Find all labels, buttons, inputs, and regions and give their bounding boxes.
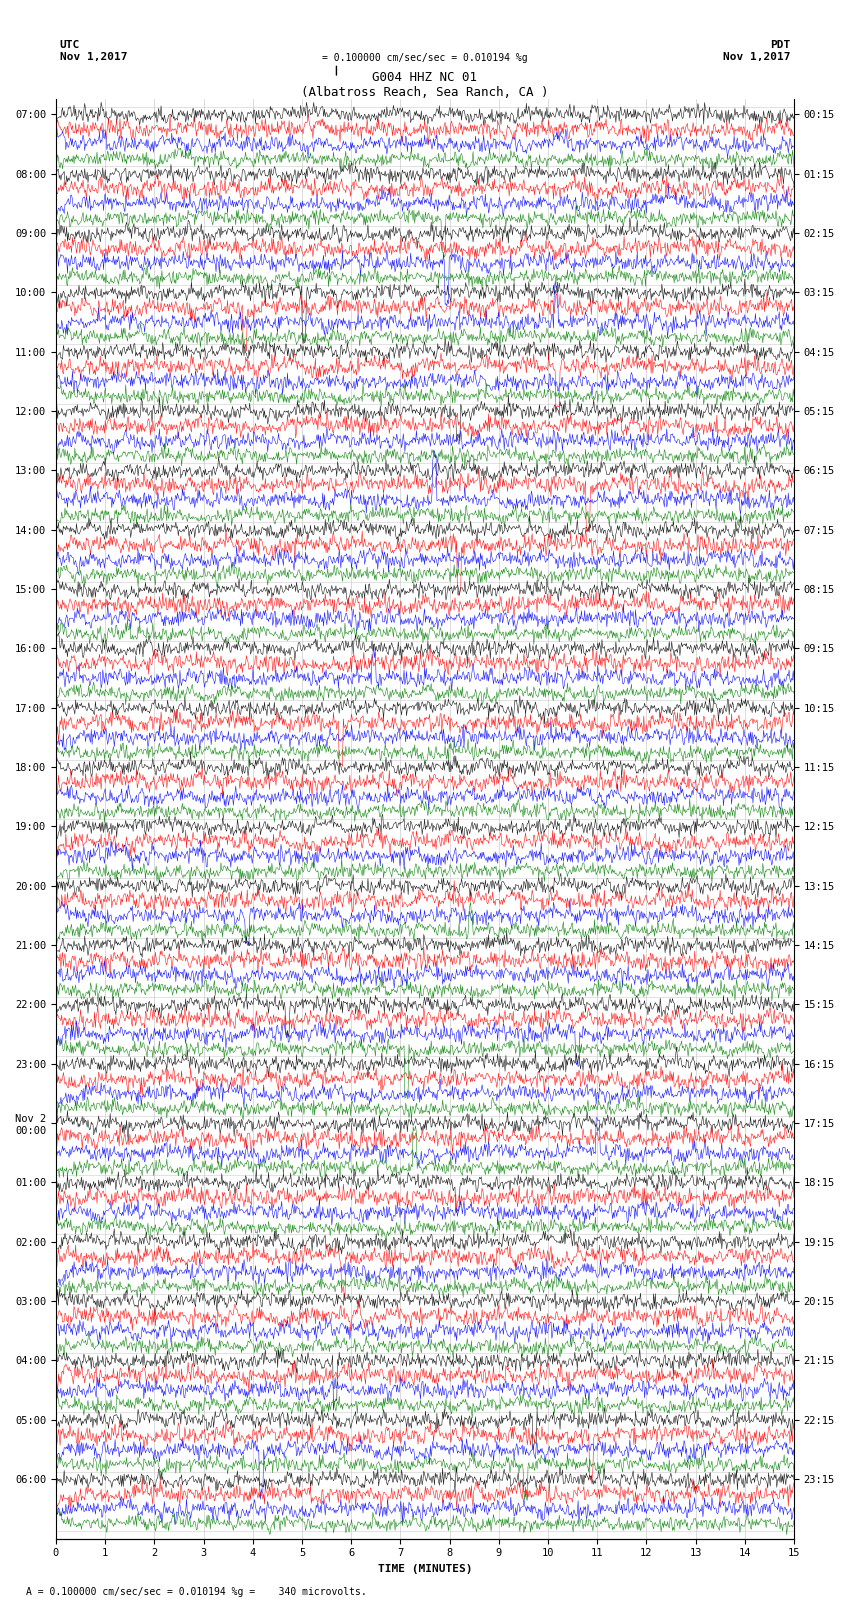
Text: UTC: UTC <box>60 40 80 50</box>
Text: Nov 1,2017: Nov 1,2017 <box>60 52 127 61</box>
X-axis label: TIME (MINUTES): TIME (MINUTES) <box>377 1565 473 1574</box>
Text: PDT: PDT <box>770 40 790 50</box>
Title: G004 HHZ NC 01
(Albatross Reach, Sea Ranch, CA ): G004 HHZ NC 01 (Albatross Reach, Sea Ran… <box>301 71 549 100</box>
Text: = 0.100000 cm/sec/sec = 0.010194 %g: = 0.100000 cm/sec/sec = 0.010194 %g <box>322 53 528 63</box>
Text: A = 0.100000 cm/sec/sec = 0.010194 %g =    340 microvolts.: A = 0.100000 cm/sec/sec = 0.010194 %g = … <box>26 1587 366 1597</box>
Text: Nov 1,2017: Nov 1,2017 <box>723 52 791 61</box>
